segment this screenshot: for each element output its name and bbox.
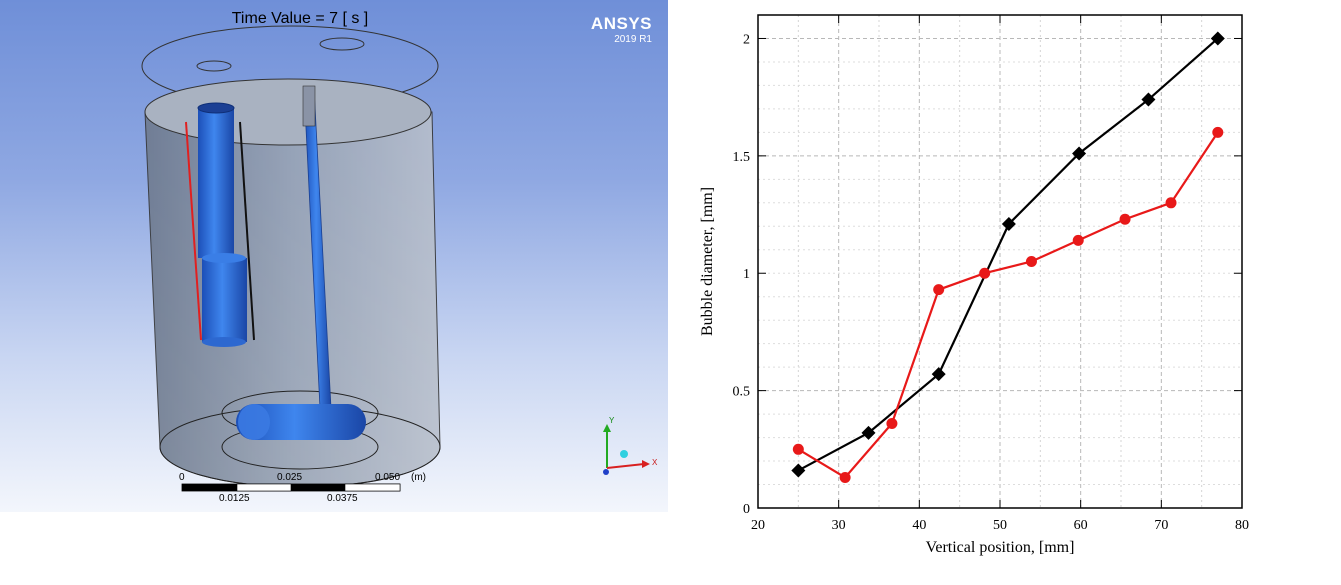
baffle-tube-step — [202, 253, 246, 263]
shaft-top — [302, 85, 316, 127]
data-point-circle — [1165, 197, 1177, 209]
brand-version: 2019 R1 — [614, 34, 652, 45]
x-axis-label: Vertical position, [mm] — [926, 539, 1075, 556]
data-point-diamond — [1210, 31, 1225, 46]
cfd-geometry: Y X — [141, 25, 658, 492]
data-point-circle — [1072, 234, 1084, 246]
data-point-circle — [1212, 126, 1224, 138]
x-tick-label: 40 — [912, 518, 926, 533]
scale-label: 0.050 — [375, 472, 401, 483]
data-point-circle — [933, 284, 945, 296]
x-tick-label: 60 — [1074, 518, 1088, 533]
scale-label: 0.025 — [277, 472, 303, 483]
triad-y-label: Y — [609, 416, 615, 425]
data-point-circle — [1119, 213, 1131, 225]
series-line — [797, 131, 1219, 479]
data-point-circle — [979, 267, 991, 279]
probe-line-red — [185, 121, 202, 341]
x-tick-label: 70 — [1154, 518, 1168, 533]
ansys-logo: ANSYS 2019 R1 — [591, 14, 652, 45]
scale-label: 0 — [179, 472, 185, 483]
bubble-diameter-chart: 20 30 40 50 60 70 80 0 0.5 1 1.5 2 Vertical positio… — [699, 14, 1249, 556]
x-tick-label: 20 — [751, 518, 765, 533]
baffle-tube-bottom — [202, 337, 246, 347]
baffle-tube-top — [197, 102, 235, 114]
data-point-diamond — [791, 463, 806, 478]
cfd-viewport: Y X Time Value = 7 [ s ] ANSYS 2019 R1 0… — [0, 0, 668, 512]
baffle-tube-upper — [198, 108, 234, 258]
scale-label: 0.0125 — [219, 493, 250, 504]
time-value-title: Time Value = 7 [ s ] — [231, 10, 369, 27]
data-point-diamond — [931, 367, 946, 382]
scale-unit: (m) — [411, 472, 426, 483]
y-tick-label: 2 — [743, 32, 750, 47]
data-point-circle — [1025, 256, 1037, 267]
scale-label: 0.0375 — [327, 493, 358, 504]
ticks: 20 30 40 50 60 70 80 0 0.5 1 1.5 2 — [733, 15, 1249, 533]
data-point-circle — [886, 417, 898, 429]
axis-triad-icon — [603, 424, 650, 475]
triad-x-label: X — [652, 458, 658, 467]
y-tick-label: 1.5 — [733, 150, 751, 165]
y-tick-label: 0 — [743, 502, 750, 517]
y-tick-label: 1 — [743, 267, 750, 282]
probe-line-black — [239, 121, 255, 341]
surface-hole — [319, 37, 365, 51]
y-axis-label: Bubble diameter, [mm] — [699, 187, 716, 336]
x-tick-label: 50 — [993, 518, 1007, 533]
data-point-circle — [792, 443, 804, 455]
surface-hole — [196, 60, 232, 72]
brand-name: ANSYS — [590, 14, 652, 33]
data-point-diamond — [1141, 92, 1156, 107]
series — [791, 31, 1225, 483]
sparger-end — [238, 404, 270, 440]
series-line — [797, 37, 1219, 472]
y-tick-label: 0.5 — [733, 385, 751, 400]
sparger — [236, 404, 366, 440]
data-point-diamond — [1072, 146, 1087, 161]
data-point-diamond — [1001, 216, 1016, 231]
data-point-diamond — [861, 425, 876, 440]
grid — [757, 14, 1243, 509]
x-tick-label: 30 — [832, 518, 846, 533]
scale-bar — [181, 483, 401, 492]
x-tick-label: 80 — [1235, 518, 1249, 533]
baffle-tube-lower — [202, 258, 247, 342]
data-point-circle — [839, 471, 851, 483]
